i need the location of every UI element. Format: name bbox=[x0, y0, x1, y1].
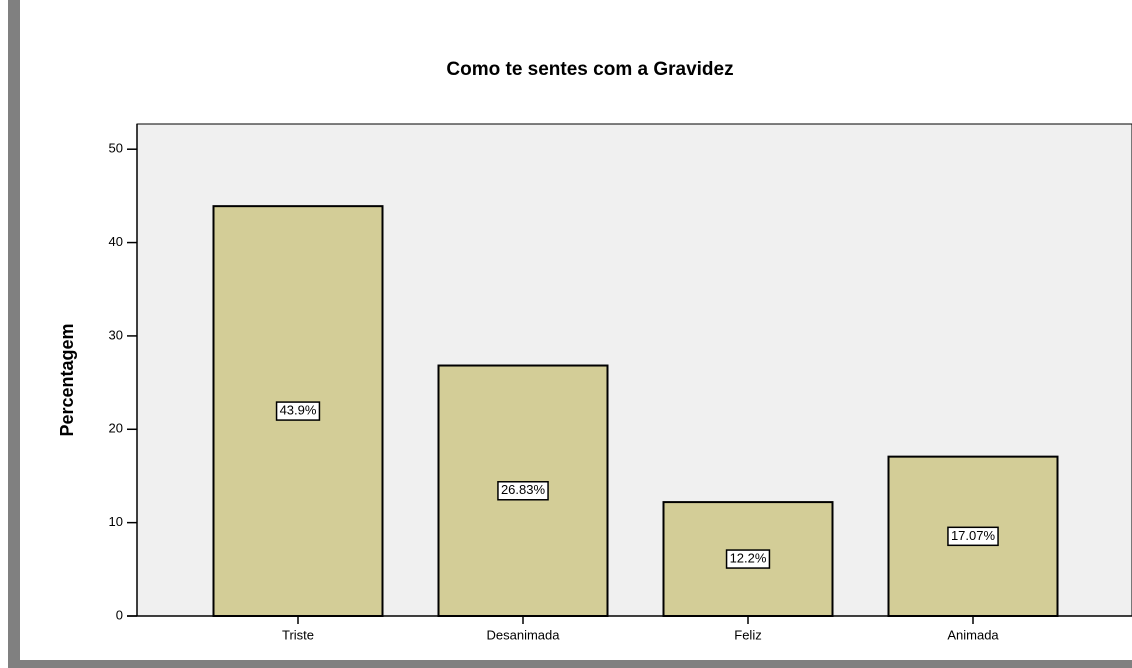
y-tick-label: 40 bbox=[109, 234, 123, 249]
value-label: 12.2% bbox=[730, 550, 767, 565]
y-tick-label: 50 bbox=[109, 141, 123, 156]
frame-bottom bbox=[8, 660, 1132, 668]
value-label-box bbox=[275, 401, 321, 421]
y-axis-label: Percentagem bbox=[57, 323, 77, 436]
x-tick-label: Desanimada bbox=[487, 627, 561, 642]
y-tick-label: 20 bbox=[109, 421, 123, 436]
x-tick-label: Animada bbox=[947, 627, 999, 642]
value-label-box bbox=[497, 481, 549, 501]
y-tick-label: 0 bbox=[116, 607, 123, 622]
value-label: 17.07% bbox=[951, 528, 996, 543]
x-tick-label: Triste bbox=[282, 627, 314, 642]
y-tick-label: 10 bbox=[109, 514, 123, 529]
y-tick-label: 30 bbox=[109, 327, 123, 342]
x-tick-label: Feliz bbox=[734, 627, 761, 642]
value-label: 43.9% bbox=[280, 403, 317, 418]
value-label-box bbox=[947, 526, 999, 547]
chart-title: Como te sentes com a Gravidez bbox=[446, 59, 733, 80]
value-label-box bbox=[725, 549, 771, 569]
value-label: 26.83% bbox=[501, 482, 546, 497]
frame-left bbox=[8, 0, 20, 668]
